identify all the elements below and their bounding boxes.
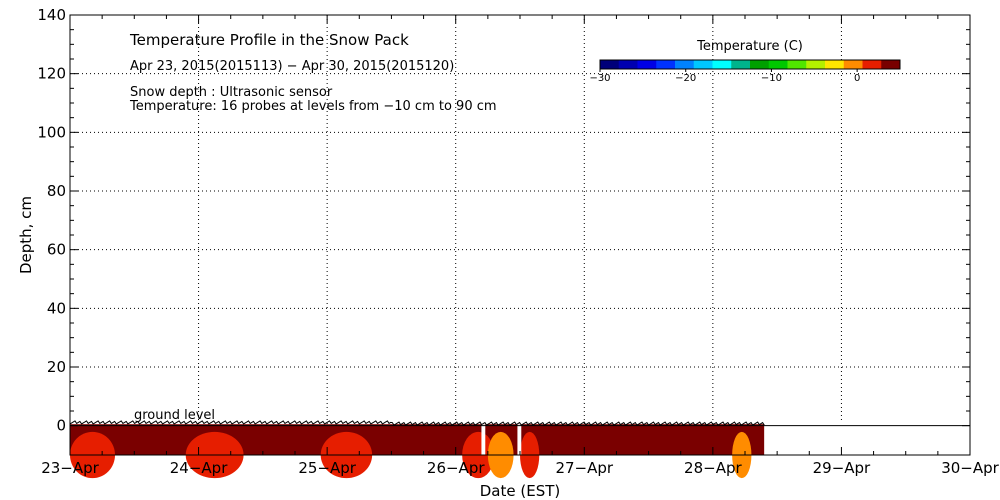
x-tick-label: 23−Apr <box>41 459 99 477</box>
grid-lines <box>70 15 970 455</box>
colorbar-tick-label: −10 <box>761 73 782 84</box>
data-gap <box>517 424 522 455</box>
y-tick-label: 0 <box>56 417 66 435</box>
x-tick-label: 28−Apr <box>684 459 742 477</box>
colorbar-tick-label: 0 <box>854 73 860 84</box>
x-tick-label: 29−Apr <box>813 459 871 477</box>
colorbar-frame <box>599 59 901 70</box>
snow-depth-note: Snow depth : Ultrasonic sensor <box>130 85 333 100</box>
colorbar-swatch <box>731 60 751 69</box>
y-tick-label: 140 <box>37 6 66 24</box>
colorbar-swatch <box>637 60 657 69</box>
snow-depth-line <box>69 420 765 426</box>
colorbar-swatch <box>600 60 620 69</box>
colorbar-swatch <box>787 60 807 69</box>
x-tick-label: 24−Apr <box>170 459 228 477</box>
colorbar-ticks: −30 −20 −10 0 <box>589 69 860 84</box>
colorbar-swatch <box>693 60 713 69</box>
x-tick-label: 27−Apr <box>555 459 613 477</box>
y-tick-label: 80 <box>47 182 66 200</box>
data-gap <box>481 424 486 455</box>
colorbar-swatch <box>675 60 695 69</box>
x-tick-label: 25−Apr <box>298 459 356 477</box>
snow-depth-trace <box>69 420 970 427</box>
colorbar-tick-label: −30 <box>589 73 610 84</box>
plot-frame <box>69 14 971 456</box>
colorbar-swatch <box>656 60 676 69</box>
colorbar-swatch <box>768 60 788 69</box>
colorbar-swatch <box>825 60 845 69</box>
y-tick-label: 40 <box>47 299 66 317</box>
colorbar-swatches <box>600 60 901 69</box>
chart-title: Temperature Profile in the Snow Pack <box>129 31 409 49</box>
y-tick-label: 100 <box>37 123 66 141</box>
colorbar-swatch <box>750 60 770 69</box>
colorbar-title: Temperature (C) <box>696 39 803 54</box>
colorbar-tick-label: −20 <box>675 73 696 84</box>
colorbar-swatch <box>618 60 638 69</box>
colorbar-swatch <box>712 60 732 69</box>
no-data-region <box>764 422 970 455</box>
y-tick-label: 120 <box>37 65 66 83</box>
y-tick-label: 20 <box>47 358 66 376</box>
temperature-colorbar: Temperature (C) −30 −20 −10 0 <box>589 39 901 84</box>
heatmap-base <box>70 424 765 455</box>
x-tick-label: 26−Apr <box>427 459 485 477</box>
colorbar-swatch <box>843 60 863 69</box>
x-tick-label: 30−Apr <box>941 459 999 477</box>
axis-ticks: 0 20 40 60 80 100 120 140 23−Apr 24−Apr 25−Apr 26−A… <box>37 6 999 477</box>
y-axis-label: Depth, cm <box>17 196 35 274</box>
colorbar-swatch <box>862 60 882 69</box>
chart-subtitle: Apr 23, 2015(2015113) − Apr 30, 2015(201… <box>130 59 454 74</box>
ground-level-label: ground level <box>134 408 215 423</box>
temperature-probes-note: Temperature: 16 probes at levels from −1… <box>129 99 497 114</box>
colorbar-swatch <box>806 60 826 69</box>
y-tick-label: 60 <box>47 241 66 259</box>
colorbar-swatch <box>881 60 901 69</box>
x-axis-label: Date (EST) <box>480 482 561 500</box>
